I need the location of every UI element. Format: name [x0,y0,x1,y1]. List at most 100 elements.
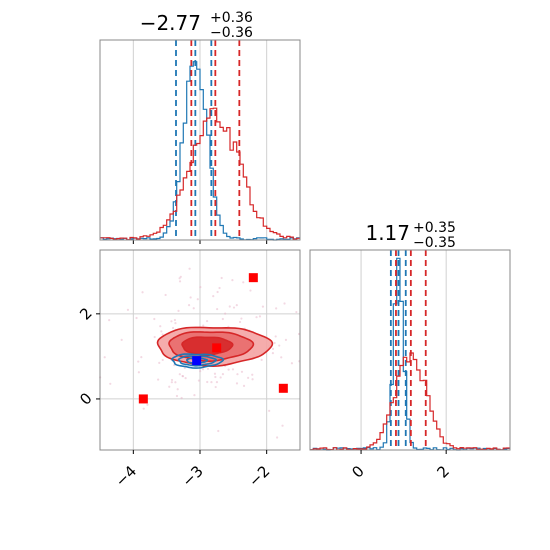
scatter-sample [273,341,276,345]
scatter-sample [216,290,219,294]
frame-y-marginal [309,249,511,451]
y-tick-label-joint: 2 [76,304,95,323]
x-axis-ticks-joint: −4 −3 −2 [112,450,273,490]
scatter-sample [240,317,243,320]
scatter-sample [235,304,238,307]
scatter-sample [120,338,123,341]
scatter-sample [108,319,111,322]
scatter-sample [213,372,217,375]
scatter-sample [168,385,171,388]
scatter-sample [175,394,179,398]
scatter-sample [271,352,275,355]
red-marker-0 [138,394,148,404]
grid-y-marginal [360,250,447,450]
scatter-sample [251,373,254,376]
scatter-sample [153,317,156,321]
scatter-sample [137,371,140,374]
scatter-sample [242,281,245,284]
scatter-sample [140,356,143,359]
scatter-sample [158,361,161,364]
scatter-sample [268,409,271,412]
scatter-sample [206,367,210,370]
x-tick-label-y-marginal: 0 [348,462,367,481]
scatter-sample [240,370,244,373]
scatter-sample [161,333,164,336]
y-axis-ticks-joint: 02 [76,304,100,409]
scatter-sample [227,368,230,371]
x-tick-label-joint: −3 [178,462,206,490]
scatter-sample [231,278,234,282]
scatter-sample [260,358,263,361]
scatter-sample [238,320,242,324]
scatter-sample [178,280,182,283]
title-x-marginal-minus: −0.36 [210,25,253,41]
scatter-sample [173,318,177,322]
scatter-sample [278,344,281,347]
scatter-sample [210,380,213,384]
scatter-sample [206,380,209,384]
scatter-sample [109,382,112,385]
scatter-sample [161,358,164,362]
scatter-sample [276,436,279,439]
scatter-sample [142,407,145,410]
scatter-sample [217,429,220,433]
blue-marker-0 [192,356,202,366]
scatter-sample [219,376,222,379]
scatter-sample [274,335,277,338]
scatter-sample [235,382,239,385]
title-y-marginal-plus: +0.35 [413,220,456,236]
scatter-sample [196,298,199,301]
scatter-sample [283,302,286,305]
scatter-sample [181,374,184,378]
scatter-sample [193,394,196,397]
scatter-sample [202,324,205,327]
title-x-marginal-value: −2.77 [140,11,201,35]
markers-joint [138,273,288,404]
scatter-sample [232,306,236,309]
scatter-sample [247,376,250,379]
histogram-y-marginal [310,250,510,451]
scatter-sample [281,424,284,427]
scatter-sample [280,356,283,359]
blue-contour-level-1 [177,355,217,367]
scatter-sample [214,385,217,389]
scatter-sample [220,276,223,280]
scatter-sample [141,291,144,294]
panel-x-marginal: −2.77 +0.36 −0.36 [99,10,301,244]
scatter-sample [199,370,202,373]
scatter-sample [231,368,235,371]
scatter-sample [255,316,258,319]
scatter-sample [188,267,191,270]
scatter-sample [137,360,140,363]
scatter-sample [103,356,106,359]
scatter-sample [177,309,180,312]
scatter-sample [135,316,138,320]
blue-contour-level-2 [186,357,209,365]
panel-joint: −4 −3 −2 02 [76,249,301,490]
scatter-sample [170,320,173,323]
scatter-sample [216,307,219,311]
scatter-sample [174,321,177,325]
red-marker-1 [212,343,222,353]
scatter-sample [183,366,186,370]
x-tick-label-joint: −4 [112,462,140,490]
histogram-series-x-1 [100,107,300,241]
scatter-sample [290,362,294,365]
scatter-sample [199,285,202,289]
scatter-sample [221,317,224,321]
x-tick-label-joint: −2 [245,462,273,490]
scatter-sample [242,384,246,387]
scatter-sample [157,378,160,381]
scatter-sample [164,293,167,297]
scatter-sample [189,296,192,299]
scatter-sample [258,315,262,318]
scatter-sample [184,377,187,380]
scatter-sample [205,319,209,323]
scatter-sample [295,310,298,314]
scatter-sample [146,403,149,406]
scatter-sample [212,295,215,298]
scatter-sample [224,312,227,315]
scatter-sample [221,373,225,376]
